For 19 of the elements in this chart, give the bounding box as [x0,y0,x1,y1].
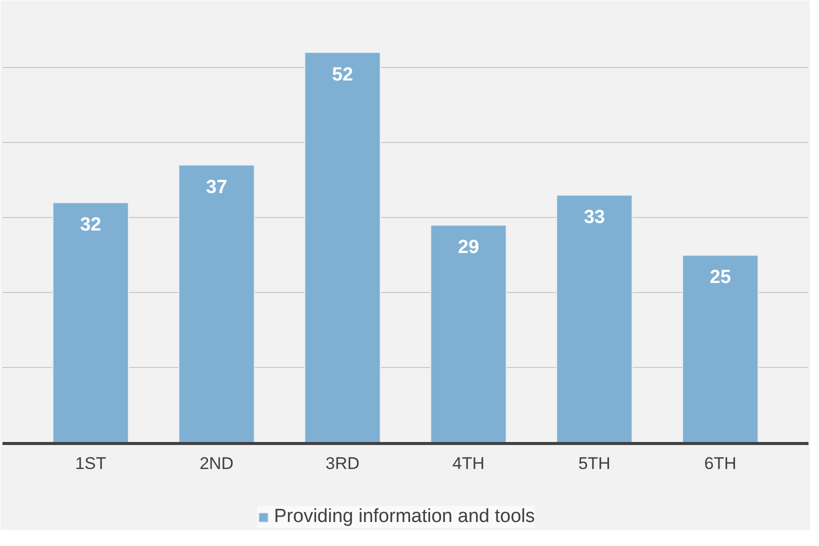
data-label: 37 [206,177,228,198]
x-tick-label: 6TH [704,454,736,473]
data-label: 29 [458,237,480,258]
data-label: 33 [584,207,605,228]
x-tick-label: 5TH [578,454,610,473]
x-tick-label: 4TH [452,454,485,473]
legend-label: Providing information and tools [274,506,535,528]
x-tick-label: 1ST [75,454,106,473]
bar [178,164,255,444]
bar [304,52,381,444]
bar [682,254,759,444]
x-tick-label: 2ND [200,454,234,473]
data-label: 25 [710,267,732,288]
bar [556,194,633,444]
data-label: 52 [332,64,354,86]
data-label: 32 [80,214,102,236]
bar [430,224,507,444]
x-tick-label: 3RD [326,454,360,473]
bar [52,202,129,444]
